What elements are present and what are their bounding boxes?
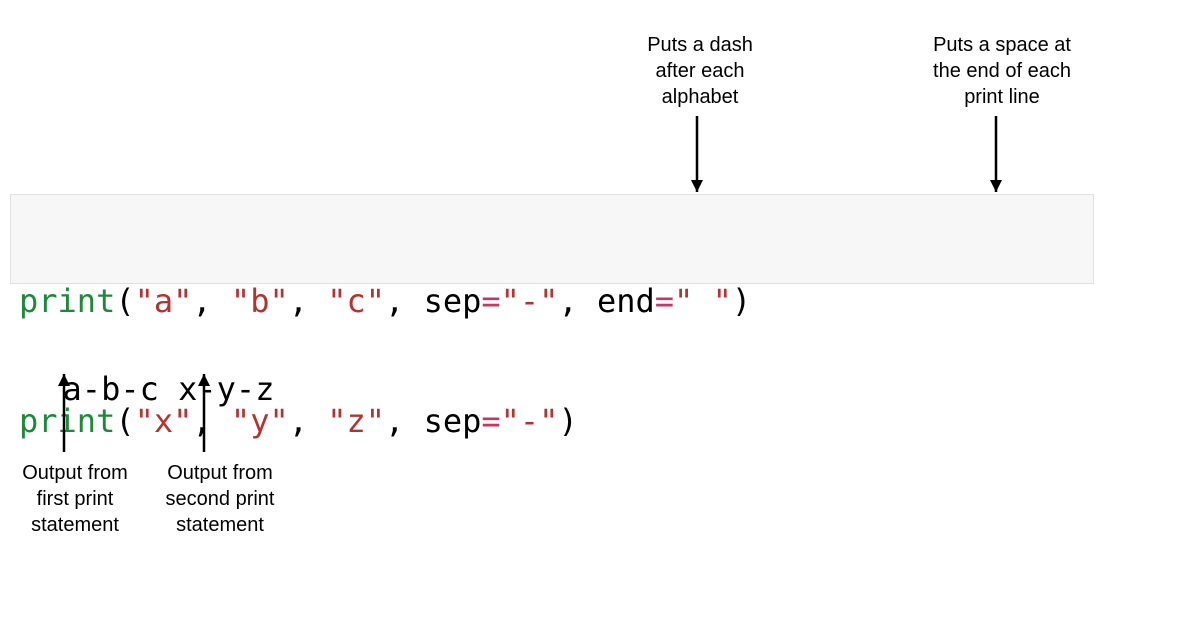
code-token: ,: [289, 402, 328, 440]
annotation-end: Puts a space at the end of each print li…: [872, 32, 1132, 110]
output-part-2: x-y-z: [178, 370, 274, 408]
code-token: ,: [192, 282, 231, 320]
annotation-out2: Output from second print statement: [140, 460, 300, 538]
code-token: ,: [289, 282, 328, 320]
annotation-out1: Output from first print statement: [0, 460, 150, 538]
code-token: "b": [231, 282, 289, 320]
code-block: print("a", "b", "c", sep="-", end=" ") p…: [10, 194, 1094, 284]
code-token: "-": [501, 402, 559, 440]
code-token: sep: [424, 282, 482, 320]
code-token: ,: [558, 282, 597, 320]
code-token: "a": [135, 282, 193, 320]
code-token: end: [597, 282, 655, 320]
code-token: print: [19, 282, 115, 320]
code-token: sep: [424, 402, 482, 440]
code-token: (: [115, 282, 134, 320]
code-token: =: [481, 282, 500, 320]
output-line: a-b-c x-y-z: [24, 332, 274, 408]
code-token: " ": [674, 282, 732, 320]
code-token: ): [732, 282, 751, 320]
code-line-1: print("a", "b", "c", sep="-", end=" "): [19, 281, 1085, 321]
code-token: ,: [385, 282, 424, 320]
code-token: =: [481, 402, 500, 440]
code-token: "z": [327, 402, 385, 440]
annotation-sep: Puts a dash after each alphabet: [590, 32, 810, 110]
code-token: ,: [385, 402, 424, 440]
code-token: "-": [501, 282, 559, 320]
code-token: ): [558, 402, 577, 440]
code-token: "c": [327, 282, 385, 320]
code-token: =: [655, 282, 674, 320]
output-part-1: a-b-c: [63, 370, 179, 408]
